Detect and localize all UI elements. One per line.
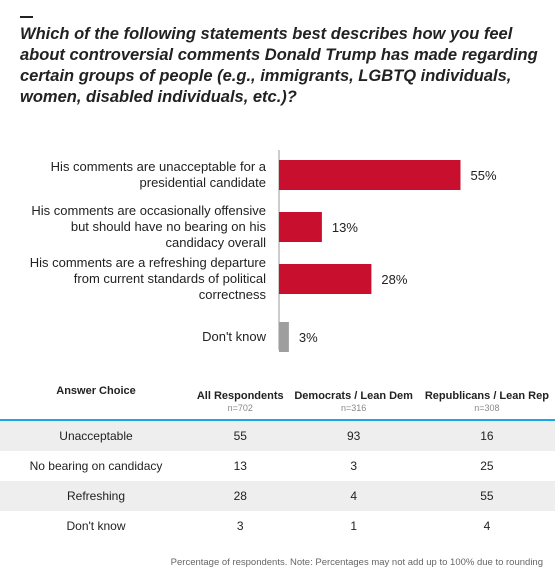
category-label-line: His comments are a refreshing departure <box>30 255 266 270</box>
category-label-line: but should have no bearing on his <box>71 219 267 234</box>
cell-answer: Don't know <box>0 511 192 541</box>
cell-answer: Unacceptable <box>0 420 192 451</box>
category-label-line: correctness <box>199 287 267 302</box>
cell-dem: 93 <box>289 420 419 451</box>
cell-rep: 25 <box>419 451 555 481</box>
category-label: Don't know <box>202 329 267 344</box>
cell-all: 13 <box>192 451 289 481</box>
header-all-respondents-n: n=702 <box>194 403 287 414</box>
category-label-line: presidential candidate <box>140 175 266 190</box>
header-democrats-n: n=316 <box>291 403 417 414</box>
value-label: 55% <box>471 168 497 183</box>
header-republicans-n: n=308 <box>421 403 553 414</box>
value-label: 28% <box>381 272 407 287</box>
header-answer-choice: Answer Choice <box>0 368 192 420</box>
header-all-respondents-label: All Respondents <box>197 390 284 402</box>
category-label-line: from current standards of political <box>74 271 266 286</box>
cell-answer: Refreshing <box>0 481 192 511</box>
bar-chart: 55% His comments are unacceptable for a pr… <box>0 150 555 360</box>
category-label: His comments are occasionally offensive b… <box>31 203 266 250</box>
title-dash <box>20 16 33 18</box>
header-democrats: Democrats / Lean Dem n=316 <box>289 368 419 420</box>
header-republicans-label: Republicans / Lean Rep <box>425 390 549 402</box>
header-all-respondents: All Respondents n=702 <box>192 368 289 420</box>
bar <box>279 322 289 352</box>
bar <box>279 160 461 190</box>
cell-rep: 16 <box>419 420 555 451</box>
cell-rep: 4 <box>419 511 555 541</box>
category-label: His comments are a refreshing departure f… <box>30 255 267 302</box>
category-label-line: His comments are unacceptable for a <box>51 159 267 174</box>
cell-answer: No bearing on candidacy <box>0 451 192 481</box>
value-label: 3% <box>299 330 318 345</box>
header-republicans: Republicans / Lean Rep n=308 <box>419 368 555 420</box>
table-row: Refreshing 28 4 55 <box>0 481 555 511</box>
footnote: Percentage of respondents. Note: Percent… <box>171 557 543 568</box>
cell-dem: 4 <box>289 481 419 511</box>
cell-rep: 55 <box>419 481 555 511</box>
table-row: No bearing on candidacy 13 3 25 <box>0 451 555 481</box>
cell-dem: 3 <box>289 451 419 481</box>
cell-all: 28 <box>192 481 289 511</box>
header-democrats-label: Democrats / Lean Dem <box>294 390 413 402</box>
category-label: His comments are unacceptable for a presi… <box>51 159 267 190</box>
table-row: Unacceptable 55 93 16 <box>0 420 555 451</box>
bar <box>279 212 322 242</box>
table-header-row: Answer Choice All Respondents n=702 Demo… <box>0 368 555 420</box>
value-label: 13% <box>332 220 358 235</box>
cell-dem: 1 <box>289 511 419 541</box>
header-answer-choice-label: Answer Choice <box>56 385 135 397</box>
results-table: Answer Choice All Respondents n=702 Demo… <box>0 368 555 541</box>
category-label-line: candidacy overall <box>166 235 267 250</box>
survey-question: Which of the following statements best d… <box>20 24 540 108</box>
cell-all: 3 <box>192 511 289 541</box>
bar <box>279 264 371 294</box>
cell-all: 55 <box>192 420 289 451</box>
category-label-line: Don't know <box>202 329 267 344</box>
table-row: Don't know 3 1 4 <box>0 511 555 541</box>
category-label-line: His comments are occasionally offensive <box>31 203 266 218</box>
